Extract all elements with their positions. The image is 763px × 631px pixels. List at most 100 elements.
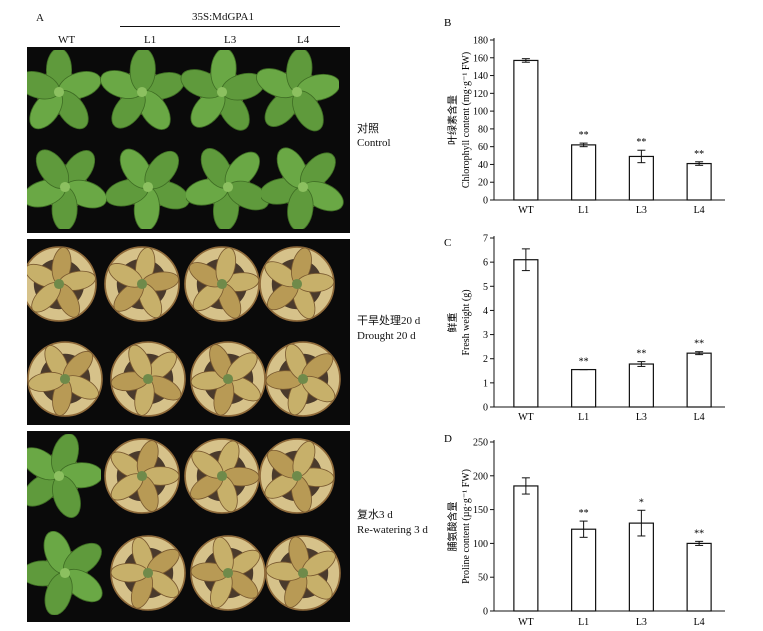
row-label-drought-zh: 干旱处理20 d [357,315,421,327]
row-label-rewatering-en: Re-watering 3 d [357,524,428,536]
chart-fresh-weight: C 0 1 2 3 4 5 6 7 鲜重 Fresh weight (g) WT ** L1 ** L3 ** L… [444,234,725,423]
plant-drought-l4-2 [261,337,345,425]
chart-b-ytick-label-4: 80 [478,124,488,135]
chart-b-ytick-label-1: 20 [478,178,488,189]
chart-proline: D 0 50 100 150 200 250 脯氨酸含量 Proline content (µg… [444,433,725,628]
photo-control [27,47,350,233]
chart-d-ytick-label-1: 50 [478,573,488,584]
plant-rewatering-wt-1 [27,433,104,523]
plant-drought-l1-1 [100,242,184,331]
chart-d-category-label-l3: L3 [636,617,647,628]
chart-c-category-label-l1: L1 [578,412,589,423]
chart-c-ytick-label-1: 1 [483,378,488,389]
chart-b-bar-l4 [686,162,712,201]
chart-d-ytick-label-2: 100 [473,539,488,550]
chart-c-ytick-label-4: 4 [483,306,488,317]
chart-d-ytick-label-3: 150 [473,505,488,516]
plant-control-l1-2 [105,145,190,233]
chart-b-ytick-label-2: 40 [478,160,488,171]
column-label-l1: L1 [144,34,157,46]
chart-b-bar-l1 [571,144,597,201]
column-label-wt: WT [58,34,76,46]
row-label-control-zh: 对照 [357,123,379,135]
plant-drought-wt-1 [27,242,101,331]
chart-c-ytick-label-7: 7 [483,234,488,245]
row-label-drought-en: Drought 20 d [357,330,416,342]
chart-c-ytick-label-2: 2 [483,354,488,365]
chart-c-panel-letter: C [444,237,451,249]
chart-c-ytick-label-0: 0 [483,403,488,414]
chart-c-significance-l4: ** [694,339,704,350]
chart-b-significance-l3: ** [636,137,646,148]
chart-b-significance-l1: ** [579,130,589,141]
chart-b-ytick-label-0: 0 [483,196,488,207]
chart-b-significance-l4: ** [694,149,704,160]
chart-chlorophyll: B 0 20 40 60 80 100 120 140 160 180 叶绿素含量 Chlorophyl… [444,17,725,216]
plant-rewatering-l4-2 [261,531,345,620]
plant-rewatering-l3-2 [186,531,270,620]
panel-a-label: A [36,12,44,24]
chart-b-ytick-label-5: 100 [473,107,488,118]
plant-rewatering-l4-1 [255,434,339,523]
chart-d-category-label-l4: L4 [694,617,705,628]
chart-c-category-label-l4: L4 [694,412,705,423]
chart-b-ylabel-en: Chlorophyll content (mg·g⁻¹ FW) [461,52,472,188]
plant-control-l3-1 [180,47,266,139]
photo-rewatering [27,431,350,622]
plant-drought-wt-2 [27,337,107,425]
column-label-l4: L4 [297,34,310,46]
column-label-l3: L3 [224,34,237,46]
chart-b-category-label-l4: L4 [694,205,705,216]
chart-b-ytick-label-7: 140 [473,71,488,82]
chart-d-ylabel-zh: 脯氨酸含量 [446,502,459,552]
chart-c-ylabel-zh: 鲜重 [446,313,459,333]
chart-d-bar-l4 [686,542,712,612]
chart-b-category-label-l1: L1 [578,205,589,216]
chart-d-category-label-wt: WT [518,617,534,628]
chart-d-bar-l1 [571,528,597,612]
chart-d-category-label-l1: L1 [578,617,589,628]
chart-b-category-label-wt: WT [518,205,534,216]
chart-c-bar-l1 [571,368,597,408]
plant-drought-l3-2 [186,337,270,425]
chart-b-ytick-label-6: 120 [473,89,488,100]
photo-drought [27,239,350,425]
chart-d-bar-wt [513,485,539,612]
chart-b-ytick-label-9: 180 [473,36,488,47]
chart-c-ylabel-en: Fresh weight (g) [461,289,472,355]
plant-control-wt-1 [27,47,102,139]
plant-rewatering-wt-2 [27,530,107,620]
chart-b-ylabel-zh: 叶绿素含量 [446,95,459,145]
chart-b-ytick-label-8: 160 [473,53,488,64]
chart-b-bar-l3 [628,155,654,201]
chart-b-panel-letter: B [444,17,451,29]
chart-b-ytick-label-3: 60 [478,142,488,153]
plant-rewatering-l3-1 [180,434,264,523]
chart-c-bar-l3 [628,363,654,408]
chart-c-category-label-wt: WT [518,412,534,423]
plant-drought-l1-2 [106,337,190,425]
chart-d-panel-letter: D [444,433,452,445]
chart-d-significance-l3: * [639,497,644,508]
plant-control-l1-1 [100,47,185,139]
chart-c-bar-l4 [686,352,712,408]
plant-drought-l4-1 [255,242,339,331]
chart-c-ytick-label-6: 6 [483,258,488,269]
chart-d-ytick-label-4: 200 [473,471,488,482]
plant-rewatering-l1-1 [100,434,184,523]
plant-drought-l3-1 [180,242,264,331]
plant-control-wt-2 [27,145,108,233]
chart-d-ytick-label-0: 0 [483,607,488,618]
chart-c-category-label-l3: L3 [636,412,647,423]
chart-d-significance-l1: ** [579,508,589,519]
plant-control-l4-2 [259,145,345,233]
plant-control-l4-1 [255,48,341,139]
chart-d-ytick-label-5: 250 [473,438,488,449]
chart-c-ytick-label-3: 3 [483,330,488,341]
chart-c-significance-l3: ** [636,349,646,360]
chart-d-significance-l4: ** [694,528,704,539]
plant-rewatering-l1-2 [106,531,190,620]
chart-d-ylabel-en: Proline content (µg·g⁻¹ FW) [461,469,472,584]
chart-c-bar-wt [513,259,539,408]
chart-b-category-label-l3: L3 [636,205,647,216]
